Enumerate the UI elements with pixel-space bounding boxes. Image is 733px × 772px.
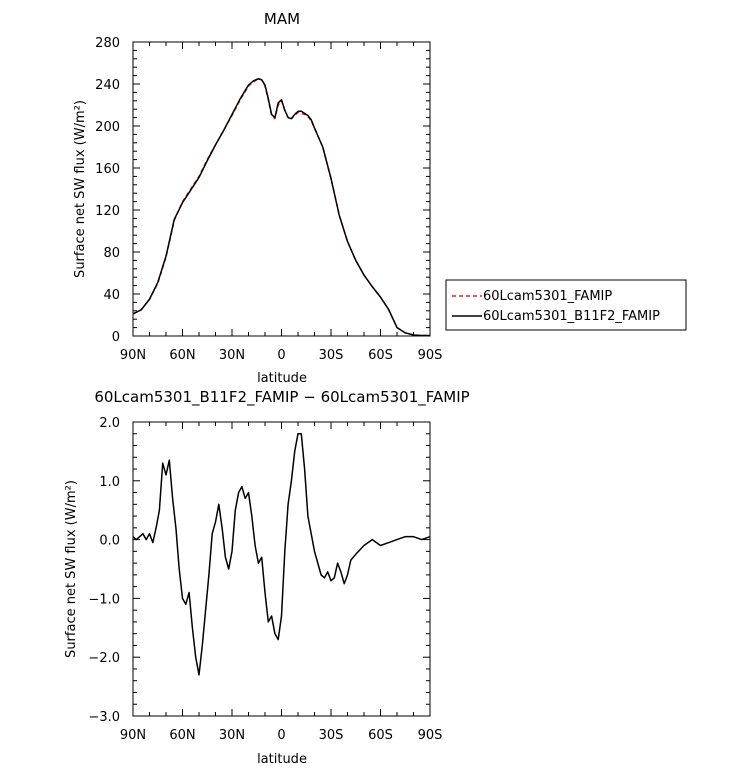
y-tick-label: −1.0 bbox=[88, 592, 120, 607]
x-tick-label: 60S bbox=[368, 348, 393, 363]
x-tick-label: 30N bbox=[219, 728, 245, 743]
y-tick-label: 160 bbox=[95, 162, 120, 177]
bottom-x-axis-label: latitude bbox=[257, 752, 307, 767]
bottom-ticks: 90N 60N 30N 0 30S 60S 90S 2.0 1.0 0.0 −1.0 −2.0 −3.0 bbox=[88, 416, 442, 743]
top-chart-title: MAM bbox=[264, 10, 300, 28]
bottom-chart-title: 60Lcam5301_B11F2_FAMIP − 60Lcam5301_FAMI… bbox=[94, 388, 469, 407]
legend-box bbox=[445, 279, 687, 331]
y-tick-label: 120 bbox=[95, 204, 120, 219]
y-tick-label: 80 bbox=[103, 246, 120, 261]
x-tick-label: 90S bbox=[418, 348, 443, 363]
bottom-chart: 60Lcam5301_B11F2_FAMIP − 60Lcam5301_FAMI… bbox=[64, 388, 470, 767]
legend: 60Lcam5301_FAMIP 60Lcam5301_B11F2_FAMIP bbox=[445, 279, 687, 331]
x-tick-label: 30S bbox=[319, 348, 344, 363]
top-plot-frame bbox=[132, 41, 431, 337]
x-tick-label: 90N bbox=[120, 728, 146, 743]
bottom-y-axis-label: Surface net SW flux (W/m²) bbox=[64, 480, 79, 658]
x-tick-label: 60N bbox=[169, 728, 195, 743]
top-x-axis-label: latitude bbox=[257, 371, 307, 386]
y-tick-label: 40 bbox=[103, 288, 120, 303]
x-tick-label: 0 bbox=[277, 348, 285, 363]
x-tick-label: 30S bbox=[319, 728, 344, 743]
y-tick-label: −3.0 bbox=[88, 710, 120, 725]
y-tick-label: 1.0 bbox=[99, 475, 120, 490]
y-tick-label: 240 bbox=[95, 78, 120, 93]
legend-label-famip: 60Lcam5301_FAMIP bbox=[483, 289, 612, 304]
top-y-axis-label: Surface net SW flux (W/m²) bbox=[73, 100, 88, 278]
y-tick-label: 0.0 bbox=[99, 534, 120, 549]
series-line-0 bbox=[132, 433, 431, 676]
top-chart: MAM 90N 60N 30N 0 30S 60S 90S 0 40 80 120 160 200 240… bbox=[73, 10, 687, 386]
top-series bbox=[132, 78, 430, 337]
y-tick-label: 2.0 bbox=[99, 416, 120, 431]
y-tick-label: 0 bbox=[112, 330, 120, 345]
y-tick-label: 200 bbox=[95, 120, 120, 135]
y-tick-label: −2.0 bbox=[88, 651, 120, 666]
bottom-plot-frame bbox=[132, 421, 431, 717]
y-tick-label: 280 bbox=[95, 36, 120, 51]
series-line-1 bbox=[132, 78, 430, 337]
x-tick-label: 90S bbox=[418, 728, 443, 743]
legend-label-b11f2: 60Lcam5301_B11F2_FAMIP bbox=[483, 309, 660, 324]
x-tick-label: 60N bbox=[169, 348, 195, 363]
x-tick-label: 0 bbox=[277, 728, 285, 743]
bottom-series bbox=[132, 433, 431, 676]
x-tick-label: 60S bbox=[368, 728, 393, 743]
x-tick-label: 90N bbox=[120, 348, 146, 363]
top-ticks: 90N 60N 30N 0 30S 60S 90S 0 40 80 120 160 200 240 280 bbox=[95, 36, 442, 363]
series-line-0 bbox=[132, 78, 430, 337]
x-tick-label: 30N bbox=[219, 348, 245, 363]
